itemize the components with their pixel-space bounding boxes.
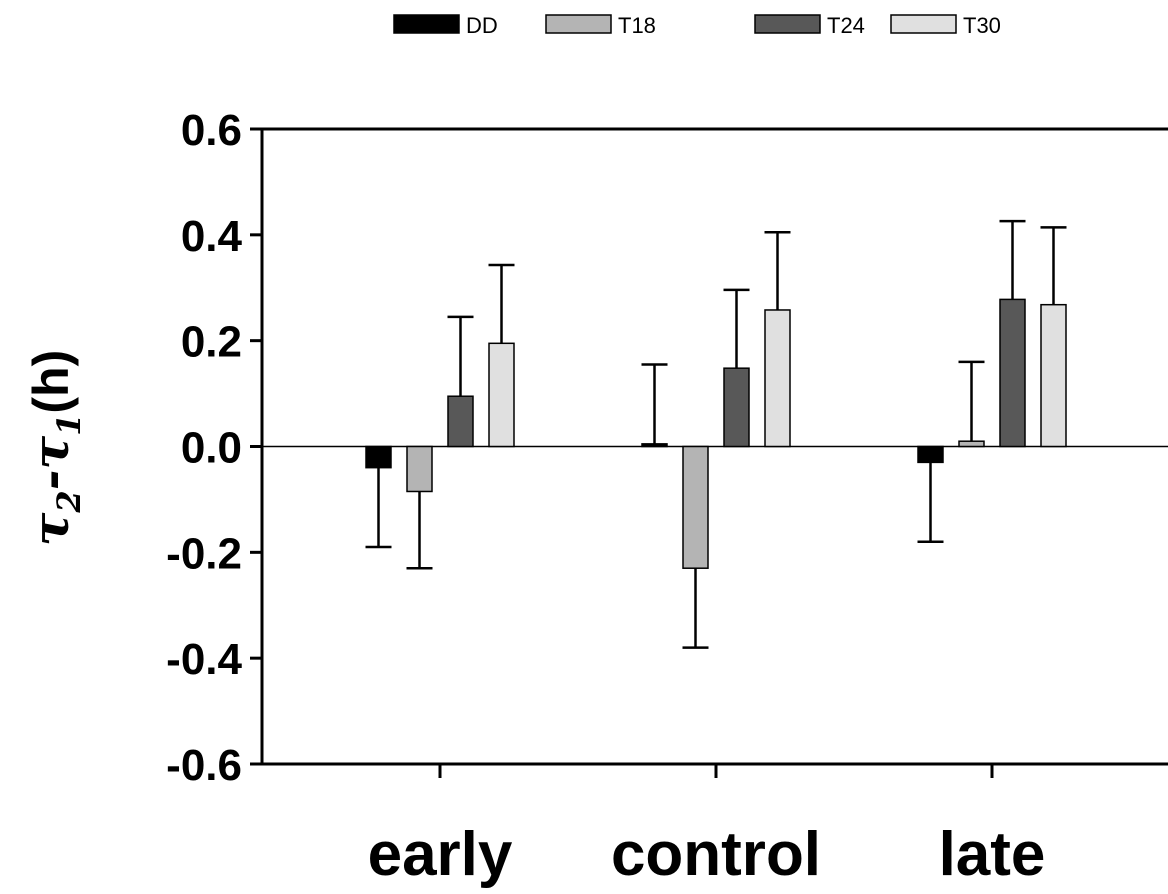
legend-swatch-T24 bbox=[755, 15, 820, 33]
y-tick-label: -0.6 bbox=[166, 741, 242, 790]
y-tick-label: 0.4 bbox=[181, 212, 243, 261]
bar-T24-late bbox=[1000, 299, 1025, 446]
legend-label-T30: T30 bbox=[963, 13, 1001, 38]
x-category-label: early bbox=[368, 820, 513, 889]
bar-T30-late bbox=[1041, 305, 1066, 447]
legend-swatch-DD bbox=[394, 15, 459, 33]
y-tick-label: -0.4 bbox=[166, 635, 242, 684]
bar-T18-control bbox=[683, 447, 708, 569]
y-tick-label: 0.2 bbox=[181, 318, 242, 367]
legend-swatch-T30 bbox=[891, 15, 956, 33]
legend-label-DD: DD bbox=[466, 13, 498, 38]
bar-DD-late bbox=[918, 447, 943, 463]
axes: 0.6 0.4 0.2 0.0 -0.2 -0.4 -0.6 early control late bbox=[166, 106, 1168, 889]
bar-T30-control bbox=[765, 310, 790, 447]
legend-label-T18: T18 bbox=[618, 13, 656, 38]
bar-T30-early bbox=[489, 343, 514, 446]
bar-T24-early bbox=[448, 396, 473, 446]
y-axis-label: τ2-τ1(h) bbox=[21, 350, 88, 546]
bars bbox=[366, 221, 1067, 648]
bar-DD-control bbox=[642, 444, 667, 447]
bar-T18-late bbox=[959, 441, 984, 446]
legend-swatch-T18 bbox=[546, 15, 611, 33]
y-tick-label: 0.0 bbox=[181, 424, 242, 473]
y-tick-label: 0.6 bbox=[181, 106, 242, 155]
bar-DD-early bbox=[366, 447, 391, 468]
bar-T18-early bbox=[407, 447, 432, 492]
y-tick-label: -0.2 bbox=[166, 529, 242, 578]
bar-T24-control bbox=[724, 368, 749, 446]
x-category-label: late bbox=[939, 820, 1046, 889]
x-category-label: control bbox=[611, 820, 821, 889]
legend: DD T18 T24 T30 bbox=[394, 13, 1001, 38]
legend-label-T24: T24 bbox=[827, 13, 865, 38]
